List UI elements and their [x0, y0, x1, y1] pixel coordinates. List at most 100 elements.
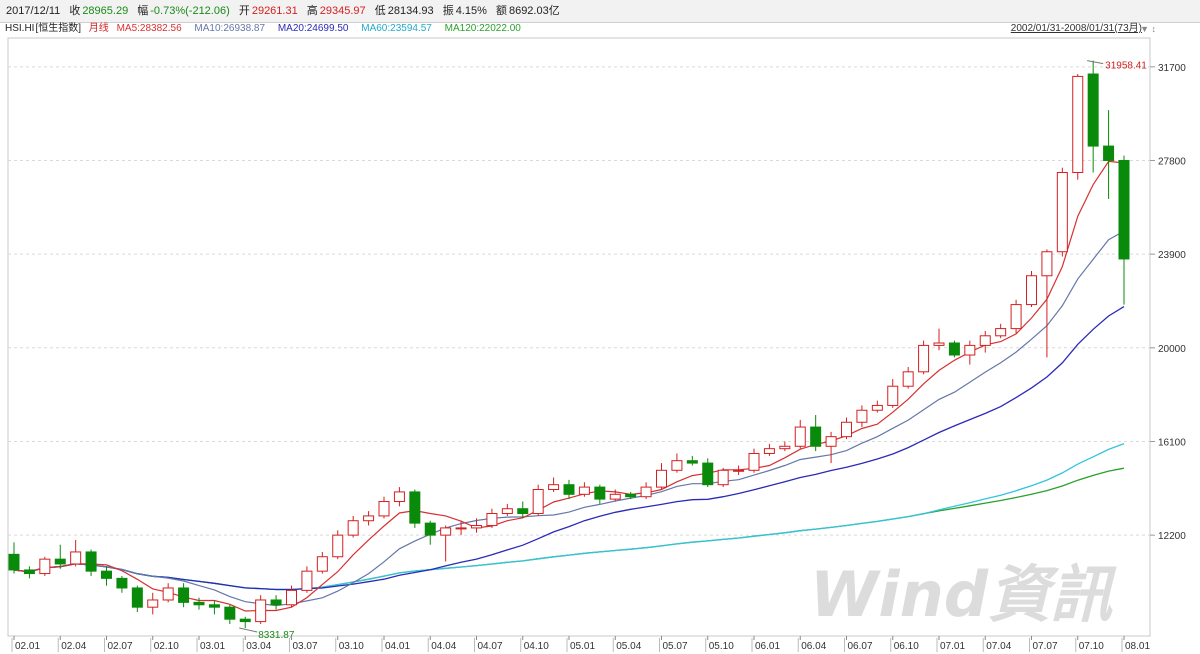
- candle-body: [686, 460, 698, 464]
- x-tick-label: 08.01: [1125, 641, 1150, 652]
- candle-body: [147, 599, 159, 608]
- candle-body: [825, 436, 837, 447]
- candle-body: [979, 335, 991, 346]
- amplitude-label: 振: [442, 5, 454, 17]
- ma20-line: [13, 306, 1125, 591]
- candle-body: [471, 525, 482, 529]
- candle-body: [347, 520, 359, 536]
- candle-body: [841, 421, 852, 438]
- candle-body: [1118, 159, 1130, 260]
- candle-body: [609, 493, 621, 500]
- x-tick-label: 04.07: [478, 641, 503, 652]
- legend-ma120: MA120:22022.00: [444, 23, 521, 34]
- candle-body: [517, 508, 529, 515]
- candle-body: [501, 508, 513, 515]
- x-tick-label: 03.04: [246, 641, 271, 652]
- date-range-label[interactable]: 2002/01/31-2008/01/31(73月): [1010, 23, 1142, 34]
- legend-ma20: MA20:24699.50: [277, 23, 349, 34]
- x-tick-label: 07.01: [940, 641, 965, 652]
- candle-body: [178, 587, 190, 603]
- candle-body: [779, 445, 791, 450]
- ma10-line: [13, 230, 1125, 607]
- candle-body: [486, 513, 498, 527]
- x-tick-label: 06.10: [894, 641, 919, 652]
- candle-body: [409, 491, 421, 524]
- candle-body: [748, 452, 760, 471]
- gridlines: [8, 66, 1150, 536]
- y-tick-label: 16100: [1158, 437, 1186, 448]
- candle-body: [1056, 171, 1068, 253]
- candle-body: [810, 426, 822, 447]
- legend-period: 月线: [88, 23, 109, 34]
- x-tick-label: 06.04: [801, 641, 826, 652]
- candle-body: [208, 604, 220, 608]
- candle-body: [85, 551, 97, 572]
- x-tick-label: 07.04: [986, 641, 1011, 652]
- candle-body: [332, 534, 344, 558]
- candle-body: [440, 527, 452, 536]
- candle-body: [162, 587, 174, 601]
- close-value: 28965.29: [82, 5, 129, 17]
- indicator-legend: HSI.HI[恒生指数] 月线 MA5:28382.56 MA10:26938.…: [0, 22, 1200, 36]
- candle-body: [887, 385, 899, 406]
- candle-body: [902, 371, 914, 387]
- high-label: 高: [306, 5, 318, 17]
- amplitude-value: 4.15%: [455, 5, 487, 17]
- price-annotations: 31958.41 8331.87: [239, 60, 1147, 641]
- quote-date: 2017/12/11: [6, 5, 61, 17]
- x-tick-label: 02.10: [154, 641, 179, 652]
- open-label: 开: [238, 5, 250, 17]
- legend-ma5: MA5:28382.56: [116, 23, 182, 34]
- candle-body: [455, 527, 467, 530]
- x-tick-label: 04.04: [431, 641, 456, 652]
- y-tick-label: 23900: [1158, 250, 1186, 261]
- change-label: 幅: [137, 5, 149, 17]
- candle-body: [640, 486, 652, 498]
- y-tick-label: 31700: [1158, 63, 1186, 74]
- y-tick-label: 20000: [1158, 344, 1186, 355]
- y-tick-label: 27800: [1158, 156, 1186, 167]
- candle-body: [131, 587, 143, 608]
- change-value: -0.73%(-212.06): [150, 5, 230, 17]
- candle-body: [363, 515, 375, 522]
- x-tick-label: 06.01: [755, 641, 780, 652]
- candle-body: [70, 551, 82, 565]
- x-tick-label: 05.07: [663, 641, 688, 652]
- candle-body: [563, 484, 575, 495]
- candle-body: [316, 556, 328, 572]
- low-label: 8331.87: [258, 630, 295, 641]
- candle-body: [948, 342, 960, 356]
- amount-label: 额: [495, 5, 507, 17]
- candle-body: [1041, 251, 1053, 277]
- candle-body: [255, 599, 267, 623]
- candle-body: [1103, 145, 1115, 161]
- candle-body: [656, 469, 667, 488]
- y-axis: 31700 27800 23900 20000 16100 12200: [1150, 63, 1186, 542]
- x-tick-label: 07.07: [1033, 641, 1058, 652]
- candle-body: [1072, 75, 1084, 173]
- candles: [8, 60, 1130, 629]
- candle-body: [578, 486, 590, 495]
- candle-body: [995, 328, 1007, 337]
- low-pointer: [239, 627, 258, 633]
- x-tick-label: 05.01: [570, 641, 595, 652]
- candle-body: [918, 344, 930, 373]
- legend-symbol: HSI.HI: [5, 23, 35, 34]
- candle-body: [794, 426, 806, 447]
- range-dropdown-icon[interactable]: ▼ ↕: [1140, 24, 1156, 34]
- candle-body: [378, 501, 390, 517]
- legend-name: [恒生指数]: [35, 23, 82, 34]
- x-tick-label: 07.10: [1079, 641, 1104, 652]
- x-tick-label: 05.10: [709, 641, 734, 652]
- candle-body: [625, 493, 637, 498]
- candlestick-chart[interactable]: Wind資訊 31958.41 8331.87 31700 27800 23900 20…: [0, 36, 1200, 654]
- x-tick-label: 03.07: [293, 641, 318, 652]
- candle-body: [871, 404, 883, 411]
- candle-body: [717, 469, 729, 486]
- candle-body: [286, 589, 297, 606]
- open-value: 29261.31: [251, 5, 298, 17]
- low-value: 28134.93: [387, 5, 434, 17]
- x-tick-label: 02.07: [108, 641, 133, 652]
- candle-body: [54, 558, 66, 565]
- legend-ma60: MA60:23594.57: [361, 23, 432, 34]
